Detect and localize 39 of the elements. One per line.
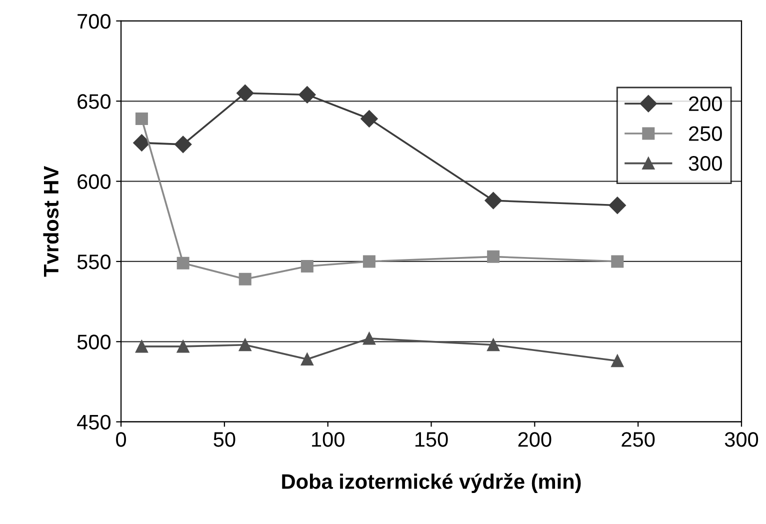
x-axis-title: Doba izotermické výdrže (min) (282, 473, 581, 494)
legend-label: 250 (689, 126, 722, 141)
point (300, 260, 314, 273)
point (362, 255, 376, 268)
point (611, 255, 624, 268)
x-tick-label: 150 (415, 432, 448, 447)
x-tick-label: 100 (312, 432, 344, 447)
y-tick-label: 650 (78, 94, 110, 109)
point (487, 250, 500, 263)
x-tick-label: 0 (116, 432, 126, 447)
point (238, 338, 252, 352)
point (484, 192, 502, 210)
point (135, 112, 148, 126)
y-tick-label: 600 (78, 174, 110, 190)
y-tick-label: 700 (78, 14, 110, 29)
point (236, 84, 254, 102)
point (608, 196, 626, 214)
point (133, 134, 150, 152)
x-tick-label: 50 (214, 432, 236, 447)
point (176, 256, 190, 270)
y-tick-label: 500 (77, 334, 110, 350)
y-tick-label: 450 (77, 414, 110, 430)
point (298, 86, 316, 104)
legend-label: 200 (689, 96, 722, 112)
point (176, 340, 190, 353)
point (174, 136, 192, 153)
point (300, 353, 314, 366)
point (135, 340, 148, 353)
point (611, 354, 624, 368)
point (487, 338, 500, 352)
legend-label: 300 (688, 156, 722, 171)
x-tick-label: 250 (622, 432, 655, 447)
point (238, 272, 252, 286)
x-tick-label: 300 (724, 432, 758, 447)
point (362, 332, 376, 345)
x-tick-label: 200 (518, 432, 552, 447)
point (360, 110, 378, 128)
y-axis-title: Tvrdost HV (43, 166, 59, 277)
y-tick-label: 550 (77, 254, 110, 270)
